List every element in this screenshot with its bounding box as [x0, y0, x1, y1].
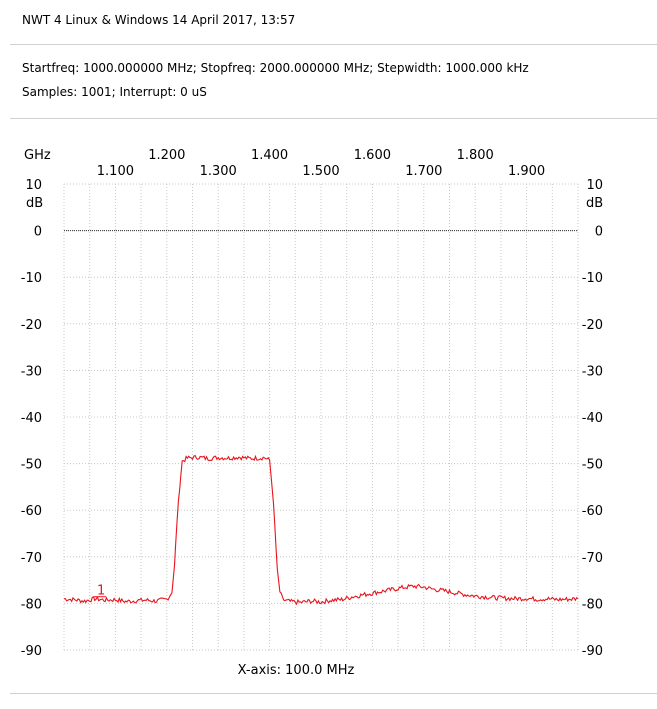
y-tick-label-right: -50	[582, 458, 603, 473]
y-tick-label-right: 10	[586, 178, 603, 193]
x-tick-label-lower: 1.100	[97, 164, 134, 179]
y-tick-label-left: -80	[21, 597, 42, 612]
y-tick-label-left: 10	[25, 178, 42, 193]
y-tick-label-right: -90	[582, 644, 603, 659]
sample-parameters: Samples: 1001; Interrupt: 0 uS	[22, 85, 207, 99]
y-unit-label-right: dB	[586, 196, 603, 211]
x-tick-label-lower: 1.700	[405, 164, 442, 179]
x-tick-label-upper: 1.400	[251, 148, 288, 163]
y-tick-label-left: -70	[21, 551, 42, 566]
x-tick-label-upper: 1.600	[354, 148, 391, 163]
y-tick-label-left: -20	[21, 318, 42, 333]
trace-group: 1	[63, 454, 579, 606]
chart-grid	[63, 183, 579, 651]
chart-labels: GHz dB dB 1.200 1.400 1.600 1.800 1.100 1.300 1.5…	[21, 148, 603, 678]
x-tick-label-upper: 1.200	[148, 148, 185, 163]
y-tick-label-left: 0	[34, 225, 42, 240]
y-tick-label-left: -30	[21, 364, 42, 379]
y-unit-label-left: dB	[26, 196, 43, 211]
x-tick-label-lower: 1.500	[302, 164, 339, 179]
y-tick-label-left: -40	[21, 411, 42, 426]
header-divider	[10, 44, 657, 45]
x-tick-label-lower: 1.300	[200, 164, 237, 179]
response-trace	[63, 454, 579, 606]
sweep-parameters: Startfreq: 1000.000000 MHz; Stopfreq: 20…	[22, 61, 529, 75]
y-tick-label-right: -70	[582, 551, 603, 566]
x-tick-label-lower: 1.900	[508, 164, 545, 179]
y-tick-label-left: -50	[21, 458, 42, 473]
y-tick-label-right: -40	[582, 411, 603, 426]
y-tick-label-right: -30	[582, 364, 603, 379]
y-tick-label-left: -90	[21, 644, 42, 659]
y-tick-label-right: -20	[582, 318, 603, 333]
y-tick-label-left: -60	[21, 504, 42, 519]
y-tick-label-right: -10	[582, 271, 603, 286]
y-tick-label-left: -10	[21, 271, 42, 286]
params-divider	[10, 118, 657, 119]
y-tick-label-right: -80	[582, 597, 603, 612]
window-title: NWT 4 Linux & Windows 14 April 2017, 13:…	[22, 13, 296, 27]
x-unit-label: GHz	[24, 148, 51, 163]
x-tick-label-upper: 1.800	[457, 148, 494, 163]
footer-divider	[10, 693, 657, 694]
marker-label: 1	[97, 584, 105, 599]
y-tick-label-right: 0	[595, 225, 603, 240]
x-axis-caption: X-axis: 100.0 MHz	[238, 663, 355, 678]
y-tick-label-right: -60	[582, 504, 603, 519]
